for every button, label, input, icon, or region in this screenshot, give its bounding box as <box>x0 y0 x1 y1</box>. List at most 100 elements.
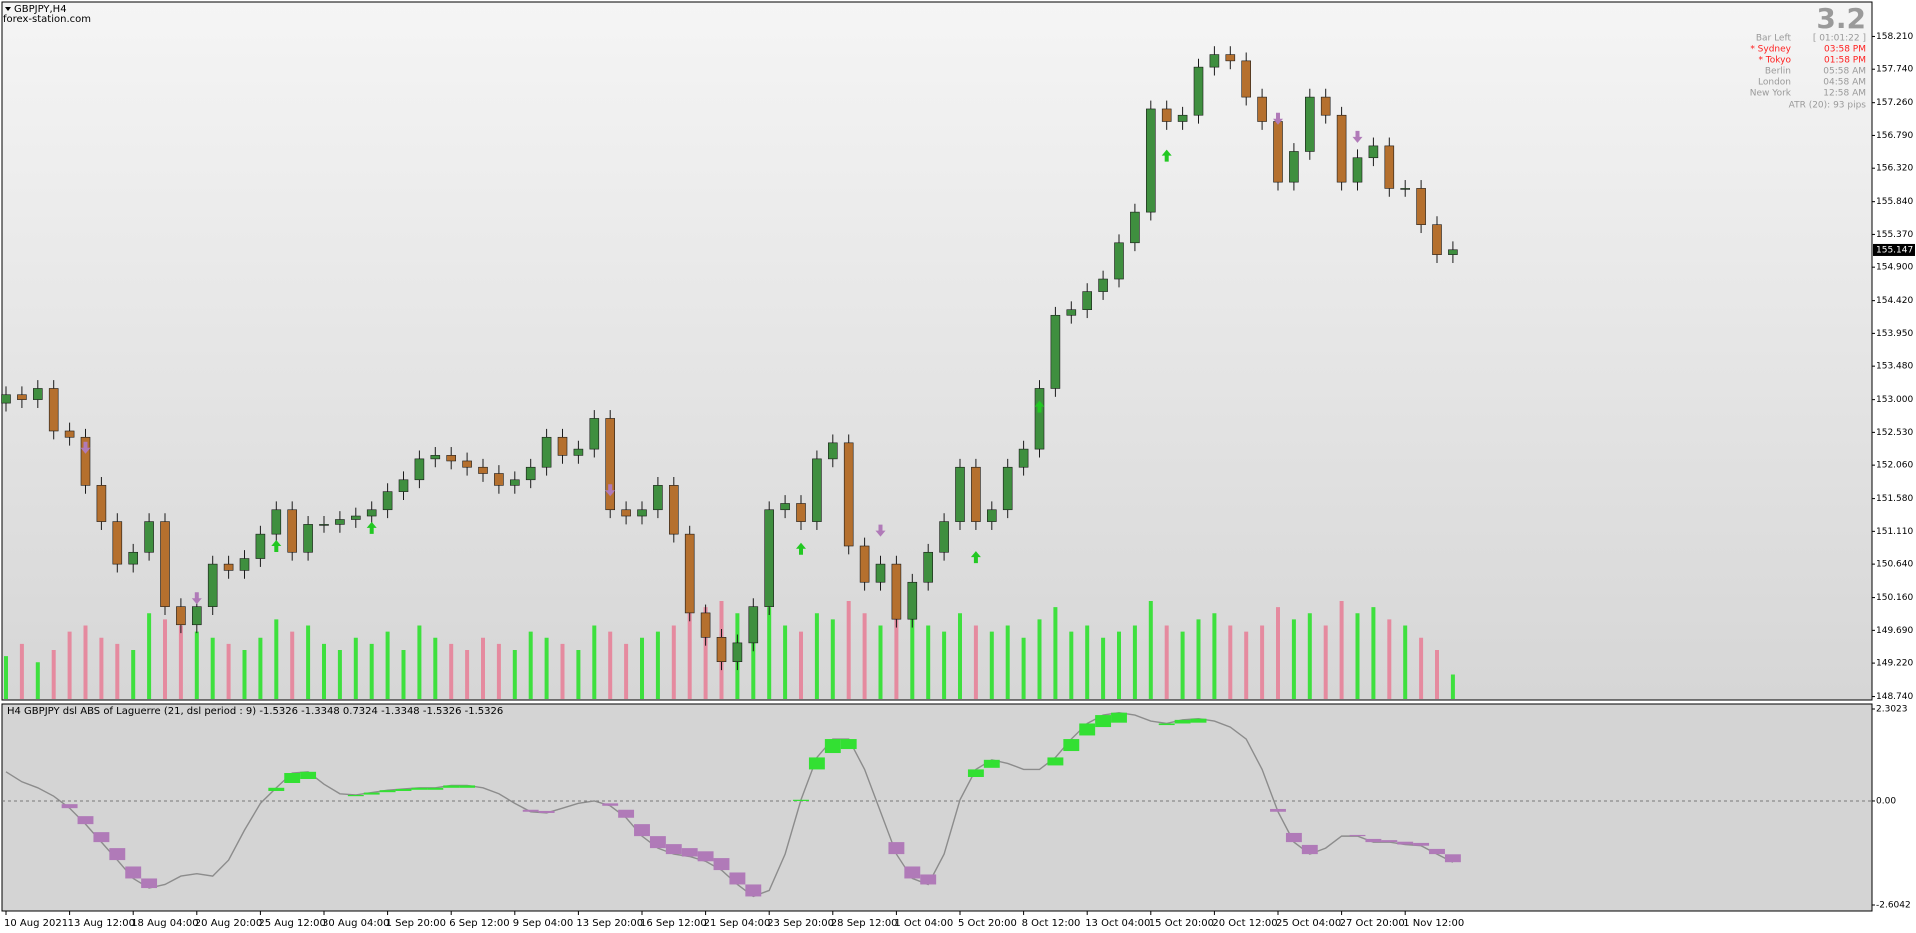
candle-body <box>748 606 759 644</box>
x-tick-label: 15 Oct 20:00 <box>1149 918 1214 929</box>
candle-body <box>875 563 886 583</box>
candle-body <box>573 448 584 456</box>
volume-bar <box>1276 607 1280 699</box>
level-fill <box>634 824 650 837</box>
volume-bar <box>1339 601 1344 699</box>
volume-bar <box>35 662 40 699</box>
candle-body <box>382 491 393 511</box>
candle-body <box>319 524 329 526</box>
candle-body <box>1066 309 1077 316</box>
level-fill <box>347 794 364 797</box>
candle-body <box>843 442 854 547</box>
candle-body <box>1 394 11 404</box>
y-tick-label: 151.110 <box>1876 527 1913 537</box>
x-tick-label: 23 Sep 20:00 <box>767 918 834 929</box>
clock-label: New York <box>1750 89 1792 99</box>
atr-label: ATR (20): 93 pips <box>1789 101 1867 111</box>
x-tick-label: 21 Sep 04:00 <box>704 918 771 929</box>
level-fill <box>1190 718 1207 723</box>
candle-body <box>1146 108 1156 213</box>
level-fill <box>77 816 94 825</box>
level-fill <box>618 809 635 818</box>
clock-label: * Tokyo <box>1758 56 1791 66</box>
down-arrow <box>191 592 202 605</box>
volume-bar <box>799 631 803 699</box>
candle-body <box>1098 278 1108 292</box>
down-arrow <box>1273 112 1283 125</box>
level-fill <box>61 804 78 809</box>
volume-bar <box>1037 619 1042 699</box>
level-fill <box>793 799 809 801</box>
up-arrow <box>366 521 377 534</box>
level-fill <box>459 785 476 788</box>
candle-body <box>1400 188 1410 190</box>
volume-bar <box>1244 631 1249 699</box>
candle-body <box>335 519 345 525</box>
volume-bar <box>4 656 8 699</box>
volume-bar <box>337 650 342 699</box>
candle-body <box>1416 188 1426 225</box>
candle-body <box>350 515 361 520</box>
x-tick-label: 8 Oct 12:00 <box>1022 918 1081 929</box>
y-tick-label: 0.00 <box>1876 796 1896 806</box>
level-fill <box>427 787 444 790</box>
level-fill <box>1174 719 1191 724</box>
level-fill <box>1413 842 1430 846</box>
level-fill <box>840 739 857 750</box>
level-fill <box>141 878 158 889</box>
volume-bar <box>1419 637 1424 699</box>
volume-bar <box>1435 650 1439 699</box>
level-fill <box>1444 854 1461 863</box>
candle-body <box>1209 54 1220 68</box>
candle-body <box>255 533 266 559</box>
symbol-label: GBPJPY,H4 <box>14 4 67 15</box>
candle-body <box>1193 66 1204 116</box>
volume-bar <box>385 631 390 699</box>
y-tick-label: 156.320 <box>1876 164 1913 174</box>
level-fill <box>665 844 682 855</box>
volume-bar <box>830 619 835 699</box>
volume-bar <box>1228 625 1233 699</box>
clock-label: London <box>1758 78 1791 88</box>
y-tick-label: 157.260 <box>1876 98 1913 108</box>
candle-body <box>986 509 997 522</box>
level-fill <box>538 810 555 813</box>
volume-bar <box>1371 607 1376 699</box>
volume-bar <box>958 613 962 699</box>
y-tick-label: 156.790 <box>1876 131 1913 141</box>
candle-body <box>541 436 552 468</box>
volume-bar <box>226 643 231 699</box>
level-fill <box>1349 834 1366 837</box>
candle-body <box>1130 211 1140 244</box>
volume-bar <box>973 625 978 699</box>
candle-body <box>1241 60 1251 98</box>
candle-body <box>48 388 59 432</box>
candle-body <box>176 606 186 626</box>
volume-bar <box>481 637 485 699</box>
candle-body <box>1002 466 1013 511</box>
level-fill <box>268 787 285 791</box>
volume-bar <box>528 631 533 699</box>
volume-bar <box>576 650 581 699</box>
x-tick-label: 1 Oct 04:00 <box>894 918 953 929</box>
y-tick-label: 149.220 <box>1876 659 1913 669</box>
volume-bar <box>1196 619 1201 699</box>
level-fill <box>1365 838 1382 843</box>
volume-bar <box>417 625 422 699</box>
y-tick-label: 152.530 <box>1876 428 1913 438</box>
y-tick-label: 148.740 <box>1876 692 1913 702</box>
level-fill <box>967 769 984 778</box>
menu-triangle[interactable] <box>5 7 11 11</box>
level-fill <box>379 790 396 793</box>
volume-bar <box>1132 625 1137 699</box>
level-fill <box>125 866 142 879</box>
candle-body <box>827 442 838 460</box>
x-tick-label: 30 Aug 04:00 <box>322 918 389 929</box>
volume-bar <box>194 631 199 699</box>
candle-body <box>1257 96 1267 122</box>
level-fill <box>1079 723 1096 736</box>
x-tick-label: 18 Aug 04:00 <box>131 918 198 929</box>
volume-bar <box>655 631 660 699</box>
x-tick-label: 9 Sep 04:00 <box>513 918 573 929</box>
candle-body <box>303 524 313 553</box>
